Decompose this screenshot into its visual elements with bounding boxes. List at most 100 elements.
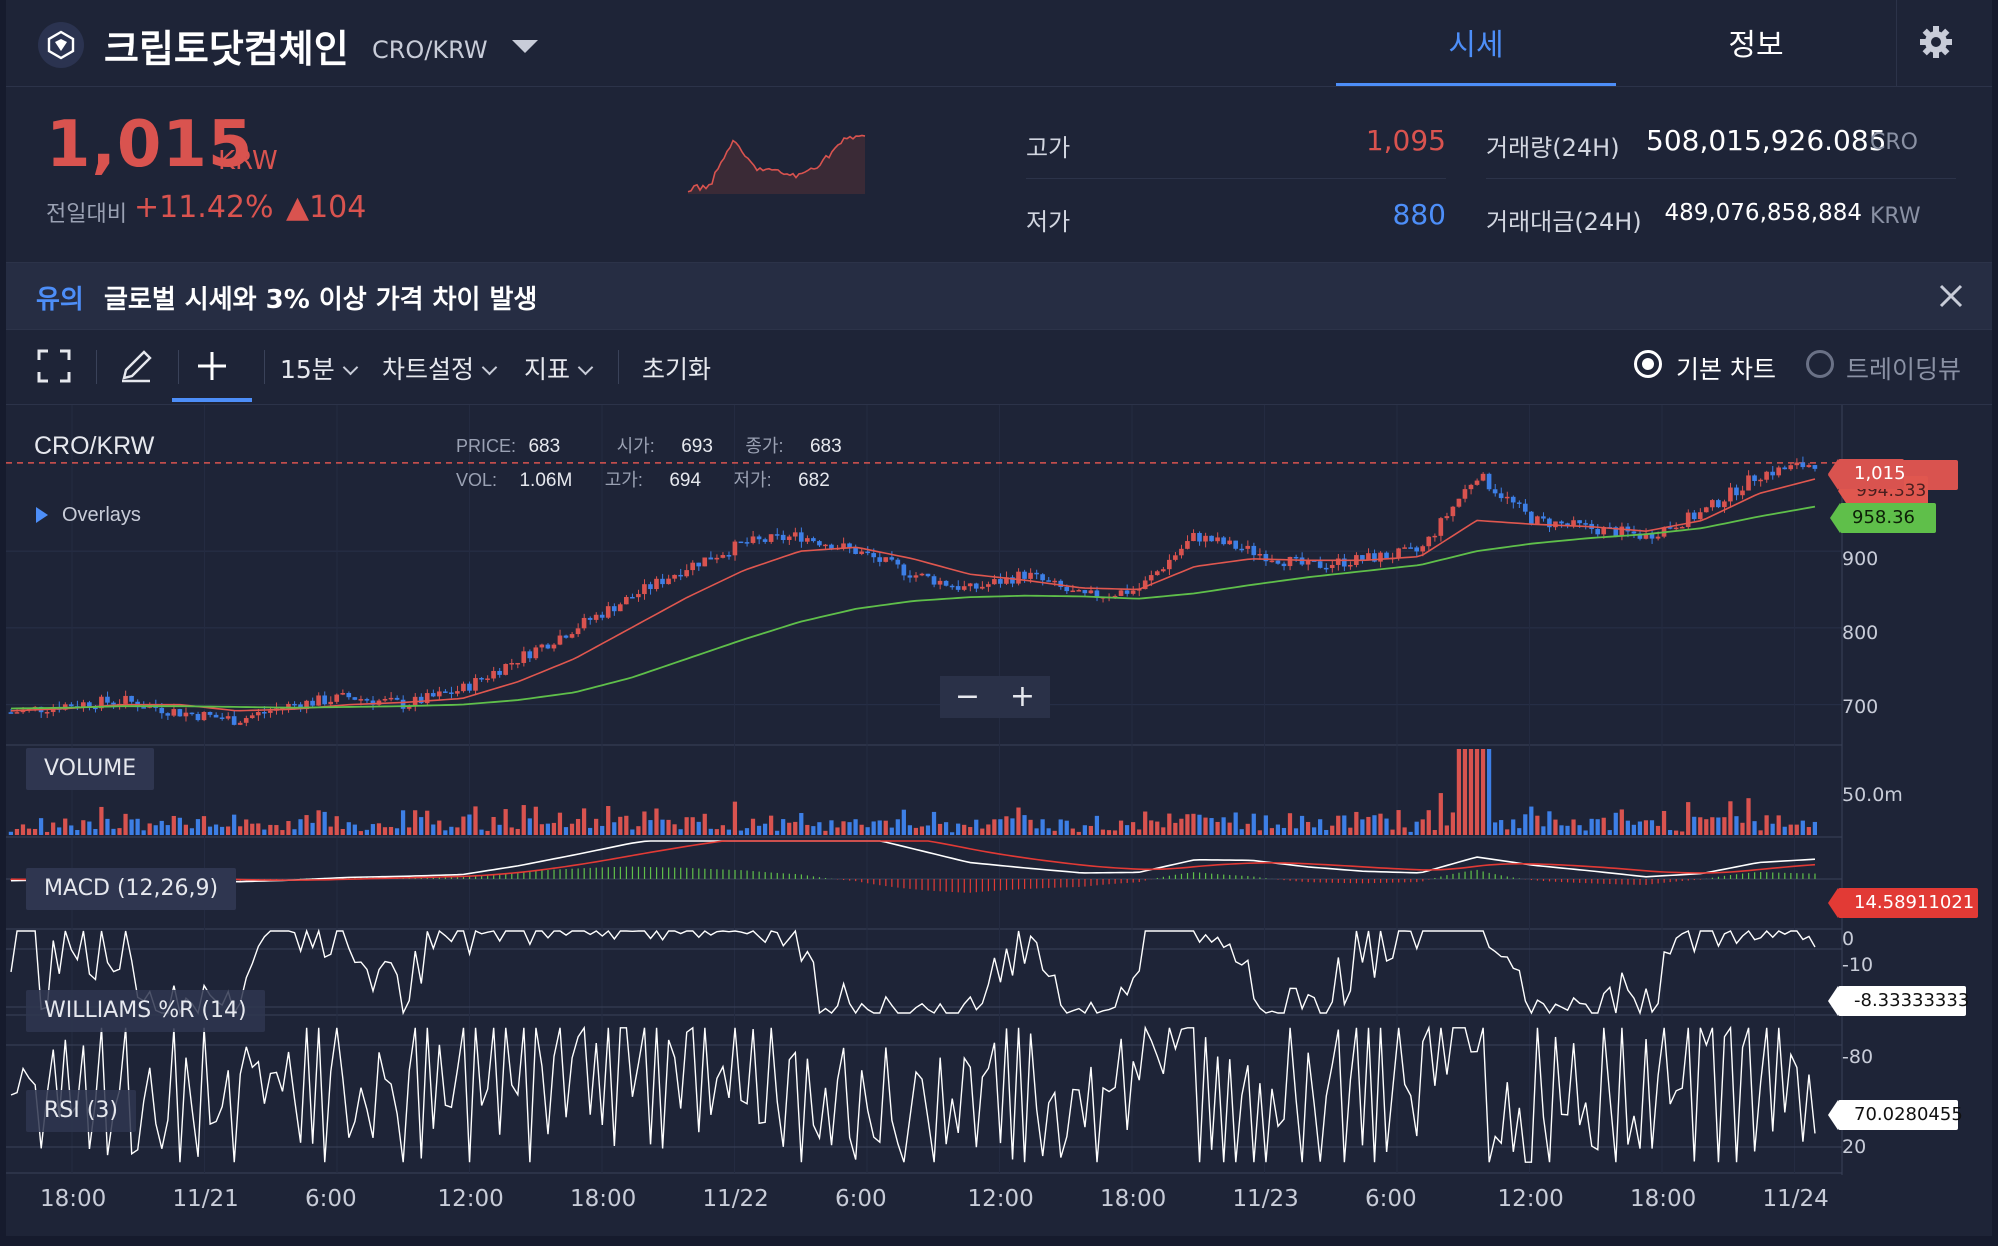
candle-body [105,696,110,703]
candle-body [1782,467,1788,470]
volume-bar [1734,816,1739,835]
macd-histogram-bar [710,869,712,879]
volume-bar [883,820,888,835]
volume-bar [925,825,931,835]
gear-icon[interactable] [1916,22,1960,66]
volume-bar [1366,816,1371,835]
macd-histogram-bar [1277,879,1279,880]
volume-bar [1034,828,1039,835]
macd-histogram-bar [1295,879,1297,882]
candle-body [1420,546,1426,552]
candle-body [720,555,726,558]
candle-body [491,670,496,679]
reset-button[interactable]: 초기화 [642,355,712,384]
tradingview-label[interactable]: 트레이딩뷰 [1846,355,1962,384]
overlays-toggle[interactable]: Overlays [36,504,141,527]
candle-body [883,557,889,562]
stat-divider [1486,178,1956,179]
macd-histogram-bar [1699,879,1701,880]
candle-body [8,712,14,714]
candle-body [907,575,913,578]
tab-info[interactable]: 정보 [1728,28,1784,63]
volume-bar [1595,819,1600,835]
macd-histogram-bar [1687,879,1689,881]
candle-body [388,697,394,700]
macd-histogram-bar [583,868,585,879]
macd-histogram-bar [945,879,947,892]
pencil-icon[interactable] [118,348,154,384]
interval-label: 15분 [280,355,335,384]
candle-body [467,683,472,691]
candle-body [1016,571,1021,584]
candle-body [1468,484,1474,490]
candle-body [1197,532,1202,542]
volume-bar [521,805,526,835]
basic-chart-label[interactable]: 기본 차트 [1676,355,1776,384]
close-icon[interactable] [1936,281,1966,311]
macd-histogram-bar [1042,879,1044,889]
macd-histogram-bar [1452,873,1454,879]
candle-body [81,702,86,708]
indicators-menu[interactable]: 지표 [524,350,594,386]
crosshair-icon[interactable] [194,348,230,384]
macd-histogram-bar [788,873,790,879]
macd-histogram-bar [1536,879,1539,881]
volume-bar [213,824,219,835]
candle-body [1384,552,1389,559]
volume-bar [316,810,321,835]
volume-bar [1396,810,1401,835]
candle-body [992,579,997,585]
candle-body [400,699,406,709]
interval-select[interactable]: 15분 [280,350,359,386]
volume-bar [738,830,744,835]
macd-histogram-bar [1711,877,1714,879]
candle-body [1185,541,1190,549]
tab-price[interactable]: 시세 [1336,20,1616,86]
chart-background [6,405,1846,1175]
candle-body [1806,465,1812,468]
fullscreen-icon[interactable] [36,348,72,384]
chevron-down-icon [481,359,498,376]
volume-bar [304,815,309,835]
zoom-out-button[interactable]: − [954,679,981,714]
volume-bar [1064,820,1069,835]
volume-bar [527,818,532,835]
macd-histogram-bar [704,868,706,879]
volume-bar [1800,820,1805,835]
candle-body [563,635,569,638]
volume-bar [189,828,195,835]
volume-bar [1052,830,1057,835]
macd-histogram-bar [1283,879,1285,881]
chart-settings-menu[interactable]: 차트설정 [382,350,498,386]
candle-body [768,534,774,542]
chevron-down-icon[interactable] [512,40,538,53]
candle-body [1052,580,1057,583]
candle-body [1728,487,1733,502]
candle-body [1800,462,1806,468]
zoom-in-button[interactable]: + [1009,679,1036,714]
volume-bar [823,830,828,835]
candle-body [986,584,991,587]
macd-histogram-bar [1434,877,1436,879]
basic-chart-radio[interactable] [1634,350,1662,378]
macd-histogram-bar [674,867,676,879]
candle-body [1716,500,1721,508]
volume-bar [1752,821,1757,835]
volume-bar [328,826,333,835]
macd-histogram-bar [1482,871,1484,879]
candle-body [68,704,74,707]
volume-bar [1655,825,1661,835]
candle-body [1142,580,1148,590]
volume-bar [919,826,925,835]
candle-body [473,678,478,691]
legend-close-value: 683 [809,436,842,457]
volume-bar [1613,812,1618,835]
volume-bar [1770,823,1775,835]
volume-bar [1583,830,1588,835]
volume-bar [1746,798,1751,835]
volume-bar [1710,817,1715,835]
price-chart[interactable] [6,405,1846,1175]
macd-histogram-bar [1367,879,1370,884]
macd-signal-line [11,840,1816,881]
tradingview-radio[interactable] [1806,350,1834,378]
